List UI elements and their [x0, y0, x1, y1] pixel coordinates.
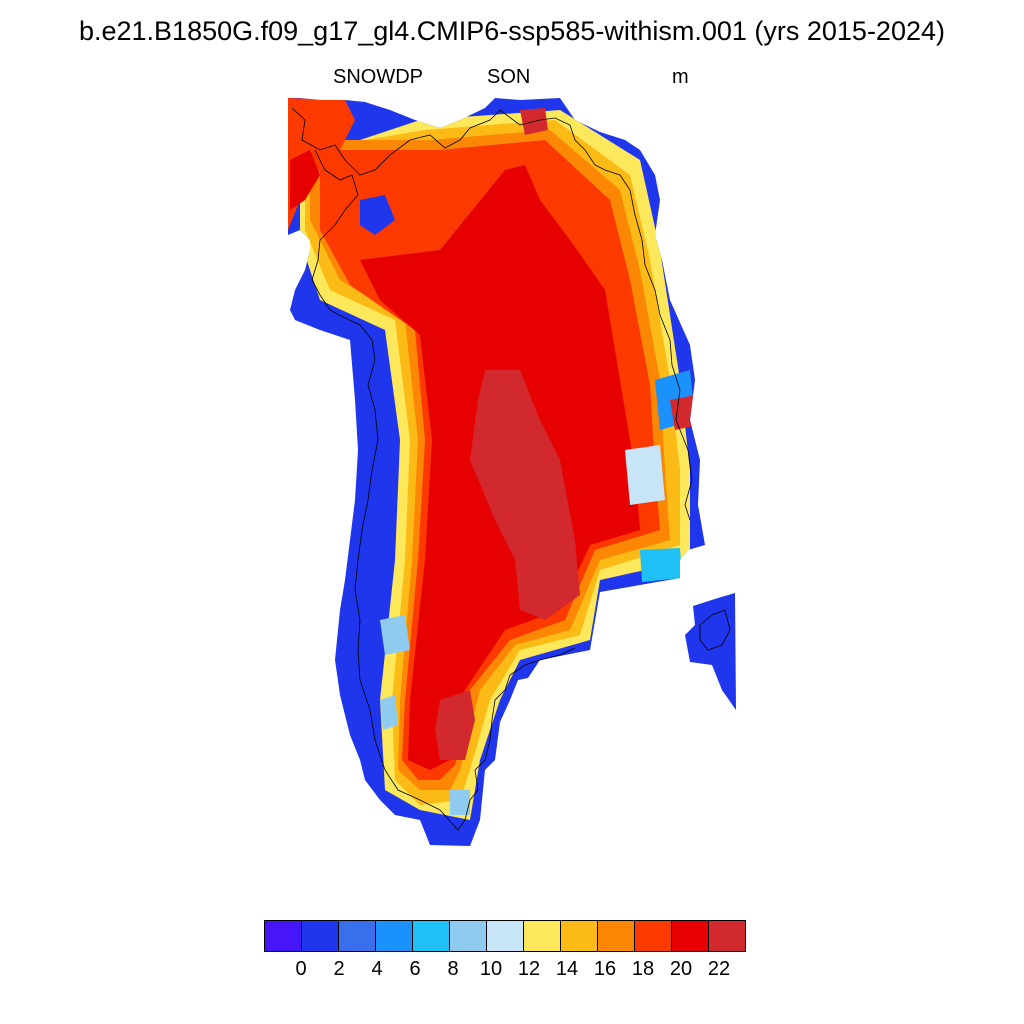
colorbar-swatch: [449, 920, 487, 952]
colorbar-swatch: [375, 920, 413, 952]
colorbar-swatch: [338, 920, 376, 952]
colorbar-tick-label: 14: [555, 958, 579, 980]
colorbar-tick-label: 4: [371, 958, 383, 980]
variable-label: SNOWDP: [333, 66, 423, 88]
colorbar-swatch: [523, 920, 561, 952]
colorbar-tick-label: 6: [409, 958, 421, 980]
colorbar-tick-label: 2: [333, 958, 345, 980]
colorbar-swatch: [301, 920, 339, 952]
colorbar-tick-label: 18: [631, 958, 655, 980]
colorbar-swatch: [412, 920, 450, 952]
colorbar-swatch: [560, 920, 598, 952]
colorbar-labels: 0 2 4 6 8 10 12 14 16 18 20 22: [0, 958, 1024, 988]
colorbar-tick-label: 22: [707, 958, 731, 980]
colorbar-swatch: [597, 920, 635, 952]
colorbar-tick-label: 10: [479, 958, 503, 980]
colorbar-tick-label: 8: [447, 958, 459, 980]
colorbar-tick-label: 12: [517, 958, 541, 980]
colorbar-tick-label: 16: [593, 958, 617, 980]
colorbar-swatch: [486, 920, 524, 952]
season-label: SON: [487, 66, 531, 88]
colorbar-tick-label: 20: [669, 958, 693, 980]
colorbar-swatch: [708, 920, 746, 952]
colorbar-swatch: [264, 920, 302, 952]
colorbar-tick-label: 0: [295, 958, 307, 980]
colorbar-swatch: [671, 920, 709, 952]
colorbar-swatch: [634, 920, 672, 952]
units-label: m: [672, 66, 689, 88]
colorbar: [264, 920, 746, 952]
plot-title: b.e21.B1850G.f09_g17_gl4.CMIP6-ssp585-wi…: [78, 16, 945, 46]
